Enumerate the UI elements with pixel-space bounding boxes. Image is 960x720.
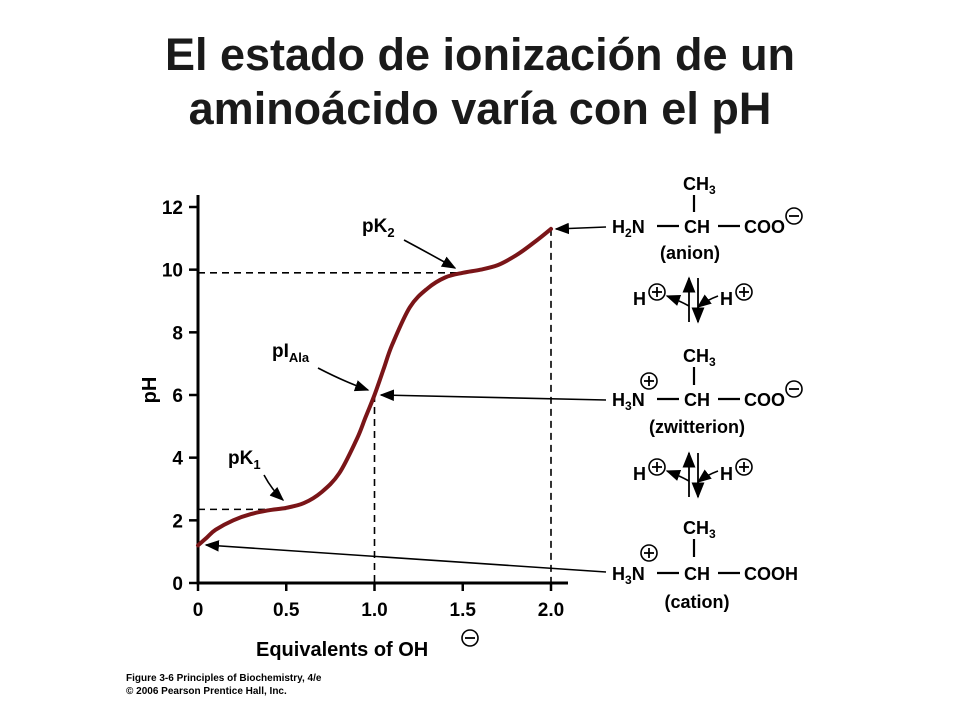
pk1-arrow-icon xyxy=(263,474,285,501)
svg-text:(anion): (anion) xyxy=(660,243,720,263)
proton-equilibrium-1: H H xyxy=(633,276,753,324)
dashed-guides xyxy=(198,228,552,583)
y-axis-label: pH xyxy=(139,377,161,404)
title-line-2: aminoácido varía con el pH xyxy=(188,83,772,134)
svg-text:pK1: pK1 xyxy=(228,448,261,472)
svg-text:CH3: CH3 xyxy=(683,174,716,197)
titration-curve xyxy=(196,226,553,548)
pi-arrow-icon xyxy=(317,367,370,392)
svg-text:H3N: H3N xyxy=(612,390,645,413)
svg-text:(zwitterion): (zwitterion) xyxy=(649,417,745,437)
zwitterion-arrow-icon xyxy=(379,389,607,402)
x-tick-label: 2.0 xyxy=(538,600,564,621)
x-tick-label: 0 xyxy=(193,600,204,621)
anion-structure: CH3 H2N CH COO (anion) xyxy=(612,174,803,263)
proton-equilibrium-2: H H xyxy=(633,451,753,499)
svg-text:H2N: H2N xyxy=(612,217,645,240)
svg-text:COO: COO xyxy=(744,217,785,237)
y-tick-label: 10 xyxy=(162,261,183,282)
svg-text:H3N: H3N xyxy=(612,564,645,587)
annotation-arrows xyxy=(204,222,607,573)
cation-arrow-icon xyxy=(204,540,607,573)
svg-text:COO: COO xyxy=(744,390,785,410)
svg-text:(cation): (cation) xyxy=(665,592,730,612)
svg-text:CH: CH xyxy=(684,217,710,237)
svg-text:H: H xyxy=(633,289,646,309)
x-axis-ticks: 0 0.5 1.0 1.5 2.0 xyxy=(193,583,564,621)
y-tick-label: 12 xyxy=(162,198,183,219)
svg-text:pK2: pK2 xyxy=(362,216,395,240)
pk2-arrow-icon xyxy=(403,239,457,269)
zwitterion-structure: CH3 H3N CH COO (zwitterion) xyxy=(612,346,803,437)
slide-title: El estado de ionización de un aminoácido… xyxy=(0,28,960,136)
y-axis-ticks: 0 2 4 6 8 10 12 xyxy=(162,198,198,595)
svg-text:COOH: COOH xyxy=(744,564,798,584)
title-line-1: El estado de ionización de un xyxy=(164,29,796,80)
svg-text:H: H xyxy=(720,289,733,309)
figure-credit: Figure 3-6 Principles of Biochemistry, 4… xyxy=(126,672,321,698)
svg-text:H: H xyxy=(720,464,733,484)
y-tick-label: 8 xyxy=(172,323,183,344)
y-tick-label: 4 xyxy=(172,449,183,470)
y-tick-label: 6 xyxy=(172,386,183,407)
x-axis-label-group: Equivalents of OH xyxy=(256,629,479,661)
pi-label: pIAla xyxy=(272,341,310,365)
svg-text:CH3: CH3 xyxy=(683,346,716,369)
svg-text:CH: CH xyxy=(684,390,710,410)
x-tick-label: 0.5 xyxy=(273,600,300,621)
pk1-label: pK1 xyxy=(228,448,261,472)
svg-text:CH3: CH3 xyxy=(683,518,716,541)
x-tick-label: 1.0 xyxy=(361,600,387,621)
svg-text:pIAla: pIAla xyxy=(272,341,310,365)
svg-text:CH: CH xyxy=(684,564,710,584)
credit-line-1: Figure 3-6 Principles of Biochemistry, 4… xyxy=(126,673,322,684)
y-tick-label: 0 xyxy=(172,574,183,595)
svg-text:H: H xyxy=(633,464,646,484)
anion-arrow-icon xyxy=(554,222,607,235)
x-axis-label: Equivalents of OH xyxy=(256,639,428,661)
pk2-label: pK2 xyxy=(362,216,395,240)
credit-line-2: © 2006 Pearson Prentice Hall, Inc. xyxy=(126,686,287,697)
x-tick-label: 1.5 xyxy=(450,600,477,621)
cation-structure: CH3 H3N CH COOH (cation) xyxy=(612,518,798,612)
x-axis-label-charge-icon xyxy=(461,629,479,647)
y-tick-label: 2 xyxy=(172,511,183,532)
